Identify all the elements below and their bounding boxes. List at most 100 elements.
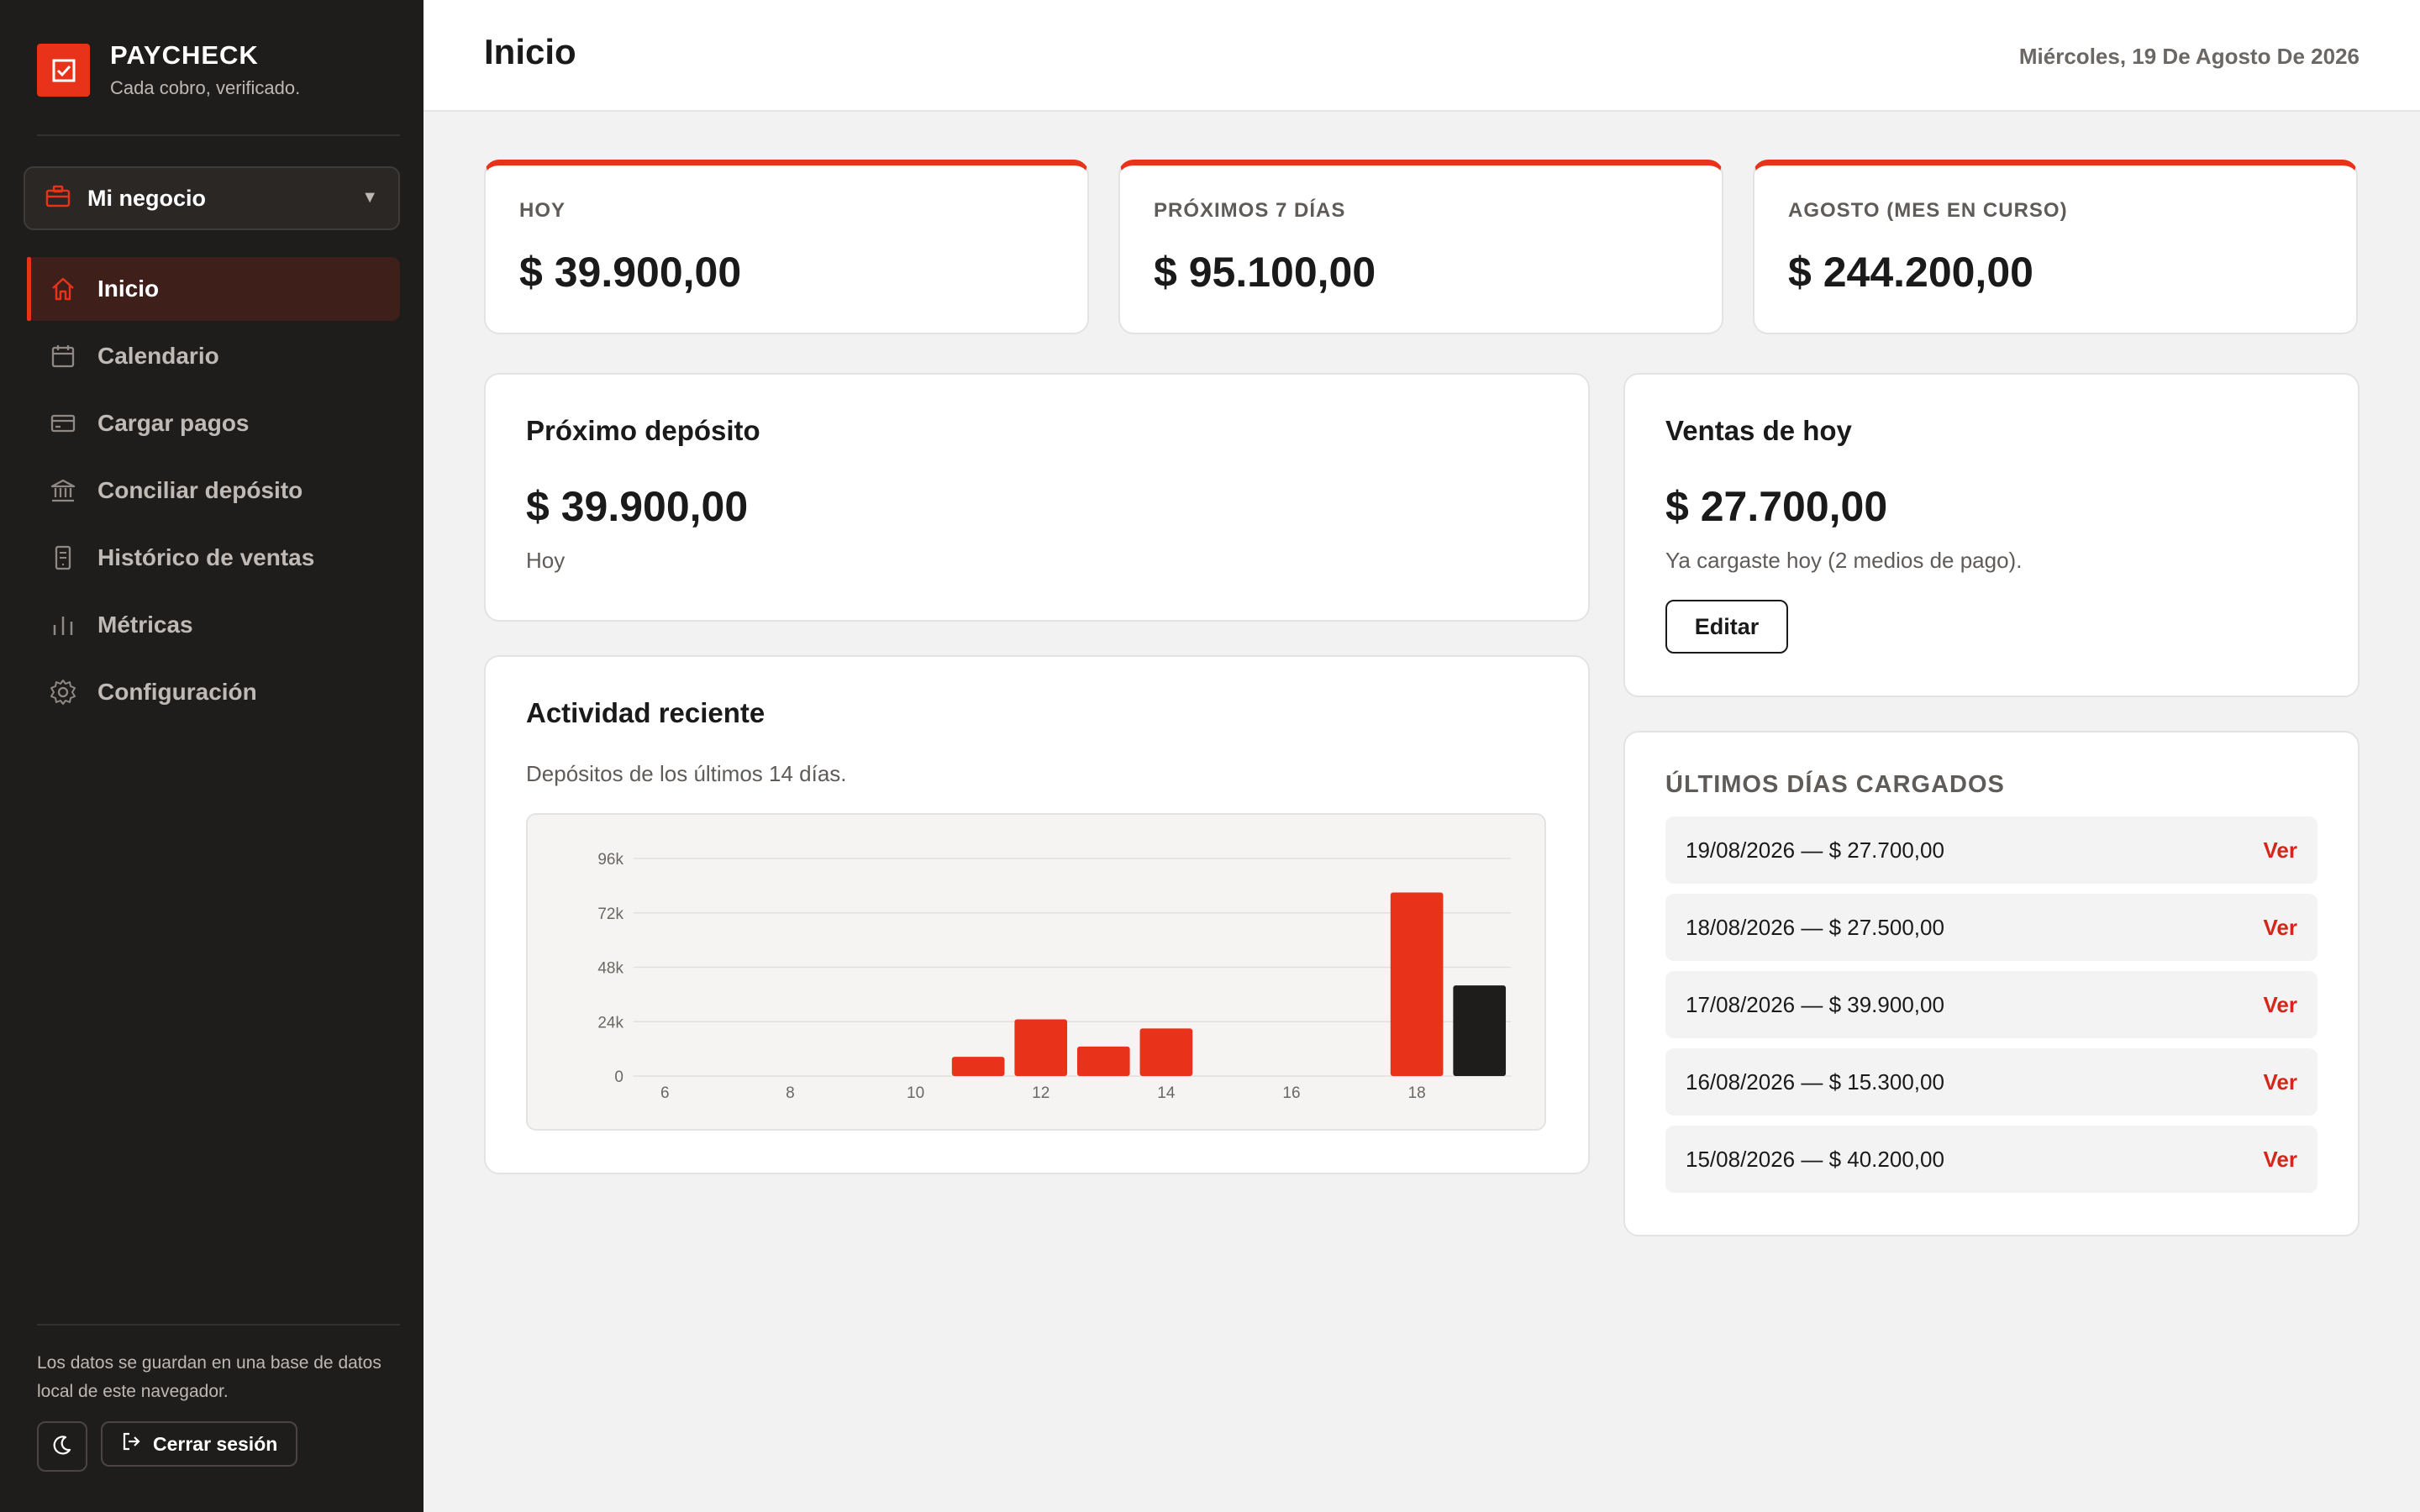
sidebar: PAYCHECK Cada cobro, verificado. Mi nego…	[0, 0, 424, 1512]
sidebar-item-inicio[interactable]: Inicio	[27, 257, 400, 321]
brand: PAYCHECK Cada cobro, verificado.	[37, 40, 300, 99]
home-icon	[49, 275, 77, 303]
list-item: 19/08/2026 — $ 27.700,00 Ver	[1665, 816, 2317, 884]
sidebar-item-label: Conciliar depósito	[97, 477, 303, 503]
list-item: 18/08/2026 — $ 27.500,00 Ver	[1665, 894, 2317, 961]
today-sales-note: Ya cargaste hoy (2 medios de pago).	[1665, 548, 2023, 573]
stat-value: $ 95.100,00	[1154, 249, 1376, 296]
view-link[interactable]: Ver	[2263, 991, 2298, 1017]
stat-label: PRÓXIMOS 7 DÍAS	[1154, 199, 1346, 222]
sidebar-item-conciliar-deposito[interactable]: Conciliar depósito	[27, 459, 400, 522]
paycheck-logo-icon	[37, 44, 90, 97]
list-item: 17/08/2026 — $ 39.900,00 Ver	[1665, 971, 2317, 1038]
list-item: 15/08/2026 — $ 40.200,00 Ver	[1665, 1126, 2317, 1193]
view-link[interactable]: Ver	[2263, 1146, 2298, 1172]
recent-day-summary: 17/08/2026 — $ 39.900,00	[1686, 991, 1944, 1017]
recent-day-summary: 16/08/2026 — $ 15.300,00	[1686, 1068, 1944, 1095]
sidebar-item-label: Configuración	[97, 679, 257, 705]
stat-card-today: HOY $ 39.900,00	[484, 160, 1089, 334]
chevron-down-icon: ▼	[361, 188, 378, 207]
next-deposit-card: Próximo depósito $ 39.900,00 Hoy	[484, 373, 1590, 622]
credit-card-icon	[49, 409, 77, 438]
stat-card-next-7-days: PRÓXIMOS 7 DÍAS $ 95.100,00	[1118, 160, 1723, 334]
bar-day-18[interactable]	[1390, 892, 1444, 1076]
x-tick-label: 16	[1282, 1084, 1300, 1102]
sidebar-item-configuracion[interactable]: Configuración	[27, 660, 400, 724]
stat-card-current-month: AGOSTO (MES EN CURSO) $ 244.200,00	[1753, 160, 2358, 334]
list-item: 16/08/2026 — $ 15.300,00 Ver	[1665, 1048, 2317, 1116]
logout-label: Cerrar sesión	[153, 1432, 278, 1455]
recent-day-summary: 18/08/2026 — $ 27.500,00	[1686, 914, 1944, 940]
y-tick-label: 72k	[597, 906, 623, 923]
stat-value: $ 39.900,00	[519, 249, 742, 296]
theme-toggle-button[interactable]	[37, 1421, 87, 1472]
brand-name: PAYCHECK	[110, 40, 259, 70]
deposits-bar-chart: 0 24k 48k 72k 96k 6 8 10 12 14 16 18	[597, 851, 1511, 1102]
y-tick-label: 96k	[597, 851, 623, 869]
logout-icon	[121, 1431, 141, 1457]
sidebar-item-cargar-pagos[interactable]: Cargar pagos	[27, 391, 400, 455]
sidebar-item-metricas[interactable]: Métricas	[27, 593, 400, 657]
stat-label: HOY	[519, 199, 566, 222]
today-sales-card: Ventas de hoy $ 27.700,00 Ya cargaste ho…	[1623, 373, 2360, 697]
recent-day-summary: 19/08/2026 — $ 27.700,00	[1686, 837, 1944, 863]
storage-note: Los datos se guardan en una base de dato…	[37, 1353, 381, 1401]
bar-day-13[interactable]	[1076, 1046, 1130, 1076]
current-date: Miércoles, 19 De Agosto De 2026	[2018, 44, 2360, 69]
recent-activity-card: Actividad reciente Depósitos de los últi…	[484, 655, 1590, 1174]
stat-value: $ 244.200,00	[1788, 249, 2033, 296]
bar-day-14[interactable]	[1139, 1028, 1193, 1076]
x-tick-label: 14	[1157, 1084, 1176, 1102]
sidebar-divider	[37, 1324, 400, 1326]
business-select[interactable]: Mi negocio ▼	[24, 166, 400, 230]
bar-day-12[interactable]	[1014, 1019, 1068, 1076]
recent-day-summary: 15/08/2026 — $ 40.200,00	[1686, 1146, 1944, 1172]
bank-icon	[49, 476, 77, 505]
recent-days-list: 19/08/2026 — $ 27.700,00 Ver 18/08/2026 — …	[1665, 816, 2317, 1203]
x-tick-label: 6	[660, 1084, 670, 1102]
bar-chart-icon	[49, 611, 77, 639]
main-nav: Inicio Calendario Cargar pagos Conciliar…	[27, 257, 400, 727]
business-select-label: Mi negocio	[87, 185, 206, 211]
y-tick-label: 0	[614, 1068, 623, 1086]
brand-tagline: Cada cobro, verificado.	[110, 77, 301, 98]
sidebar-item-label: Métricas	[97, 612, 193, 638]
moon-icon	[51, 1434, 73, 1460]
view-link[interactable]: Ver	[2263, 1068, 2298, 1095]
gear-icon	[49, 678, 77, 706]
bar-day-11[interactable]	[951, 1057, 1005, 1076]
card-title: Actividad reciente	[526, 697, 765, 728]
view-link[interactable]: Ver	[2263, 914, 2298, 940]
activity-subtitle: Depósitos de los últimos 14 días.	[526, 761, 847, 786]
y-tick-label: 48k	[597, 960, 623, 978]
page-title: Inicio	[484, 32, 576, 71]
x-tick-label: 10	[907, 1084, 924, 1102]
x-tick-label: 18	[1408, 1084, 1426, 1102]
top-header: Inicio Miércoles, 19 De Agosto De 2026	[424, 0, 2420, 112]
calendar-icon	[49, 342, 77, 370]
today-sales-amount: $ 27.700,00	[1665, 483, 1888, 530]
y-tick-label: 24k	[597, 1014, 623, 1032]
sidebar-item-calendario[interactable]: Calendario	[27, 324, 400, 388]
bar-day-19[interactable]	[1453, 985, 1507, 1076]
view-link[interactable]: Ver	[2263, 837, 2298, 863]
stat-label: AGOSTO (MES EN CURSO)	[1788, 199, 2068, 222]
logout-button[interactable]: Cerrar sesión	[101, 1421, 297, 1467]
x-tick-label: 12	[1032, 1084, 1050, 1102]
sidebar-item-historico-ventas[interactable]: Histórico de ventas	[27, 526, 400, 590]
sidebar-item-label: Histórico de ventas	[97, 544, 315, 570]
next-deposit-when: Hoy	[526, 548, 566, 573]
recent-days-title: ÚLTIMOS DÍAS CARGADOS	[1665, 771, 2005, 798]
receipt-icon	[49, 543, 77, 572]
x-tick-label: 8	[786, 1084, 795, 1102]
edit-button[interactable]: Editar	[1665, 600, 1788, 654]
chart-container: 0 24k 48k 72k 96k 6 8 10 12 14 16 18	[526, 813, 1546, 1131]
sidebar-item-label: Calendario	[97, 343, 219, 369]
sidebar-divider	[37, 134, 400, 136]
sidebar-item-label: Inicio	[97, 276, 160, 302]
card-title: Ventas de hoy	[1665, 415, 1852, 446]
card-title: Próximo depósito	[526, 415, 760, 446]
sidebar-item-label: Cargar pagos	[97, 410, 250, 436]
briefcase-icon	[45, 185, 71, 213]
next-deposit-amount: $ 39.900,00	[526, 483, 749, 530]
